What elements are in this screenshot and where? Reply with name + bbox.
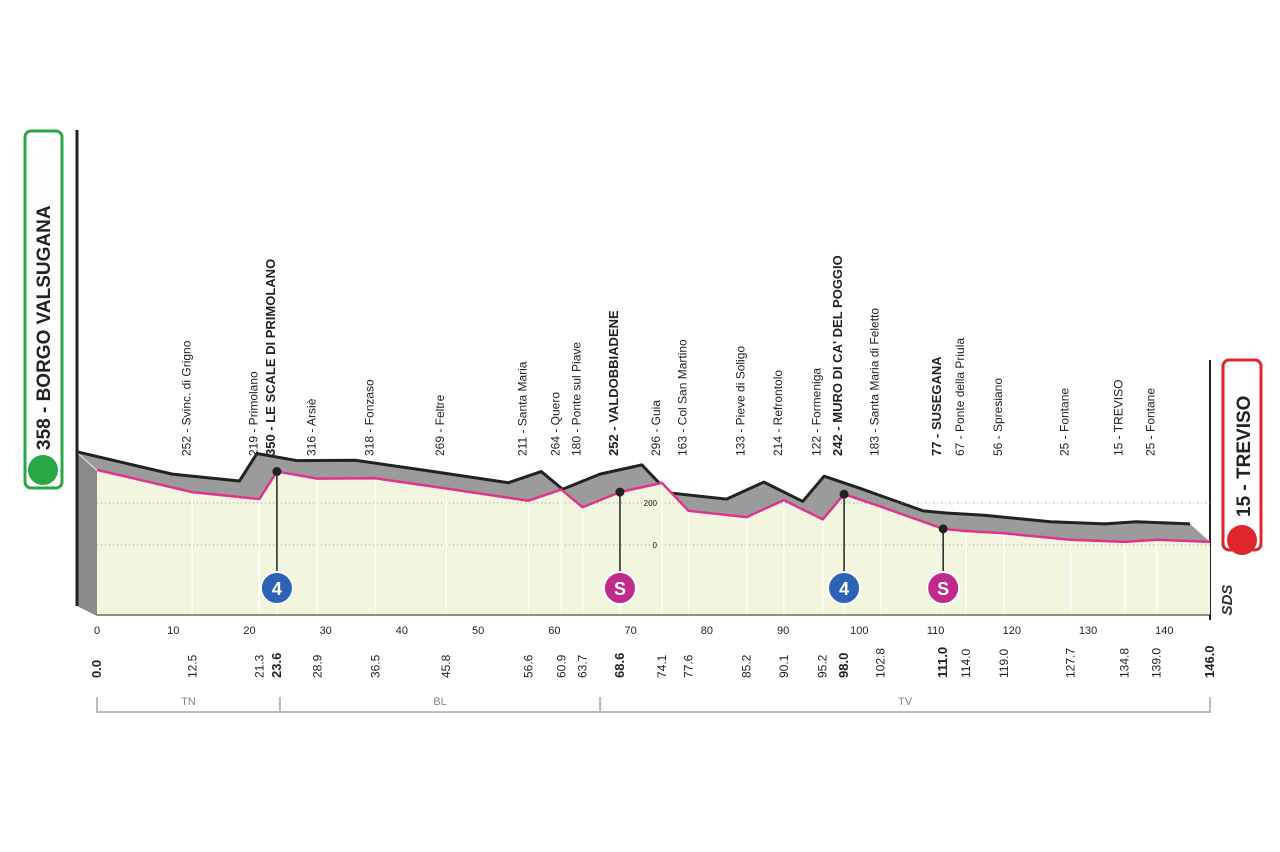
- km-label: 95.2: [816, 654, 830, 678]
- waypoint-label: 183 - Santa Maria di Feletto: [868, 308, 882, 456]
- waypoint-label: 214 - Refrontolo: [771, 370, 785, 456]
- waypoint-label: 252 - VALDOBBIADENE: [606, 310, 621, 456]
- region-label: TN: [181, 696, 196, 708]
- waypoint-label: 56 - Spresiano: [991, 378, 1005, 456]
- km-label: 23.6: [269, 653, 284, 678]
- km-label: 21.3: [252, 654, 266, 678]
- x-tick-label: 0: [94, 625, 100, 637]
- y-tick-label: 200: [644, 499, 658, 508]
- waypoint-label: 252 - Svinc. di Grigno: [179, 340, 193, 456]
- elevation-line: [96, 468, 1211, 544]
- waypoint-label: 219 - Primolano: [246, 371, 260, 456]
- x-tick-label: 100: [850, 625, 868, 637]
- marker-dot: [615, 487, 625, 497]
- km-label: 12.5: [185, 654, 199, 678]
- km-label: 127.7: [1063, 648, 1077, 678]
- km-label: 28.9: [310, 654, 324, 678]
- region-label: TV: [898, 696, 913, 708]
- region-bracket: [599, 697, 1211, 713]
- x-tick-label: 80: [701, 625, 713, 637]
- waypoint-label: 67 - Ponte della Priula: [953, 338, 967, 456]
- relief: [77, 451, 1210, 542]
- waypoint-label: 25 - Fontane: [1144, 388, 1158, 456]
- marker-dot: [272, 467, 282, 477]
- start-wall: [77, 453, 97, 616]
- km-label: 68.6: [612, 653, 627, 678]
- km-label: 63.7: [576, 654, 590, 678]
- km-label: 119.0: [997, 649, 1011, 678]
- km-label: 60.9: [554, 654, 568, 678]
- marker-label: 4: [839, 579, 849, 599]
- x-tick-label: 70: [625, 625, 637, 637]
- waypoint-label: 180 - Ponte sul Piave: [570, 342, 584, 456]
- km-label: 111.0: [935, 647, 950, 678]
- km-label: 139.0: [1150, 648, 1164, 678]
- waypoint-label: 211 - Santa Maria: [515, 361, 529, 456]
- waypoint-label: 133 - Pieve di Soligo: [734, 346, 748, 456]
- y-tick-label: 0: [653, 541, 658, 550]
- x-tick-label: 40: [396, 625, 408, 637]
- sprint-marker: [602, 571, 637, 605]
- waypoint-label: 77 - SUSEGANA: [929, 356, 944, 456]
- waypoint-label: 318 - Fonzaso: [362, 379, 376, 456]
- km-label: 114.0: [959, 649, 973, 678]
- logo: SDS: [1219, 585, 1236, 616]
- waypoint-label: 350 - LE SCALE DI PRIMOLANO: [263, 259, 278, 456]
- start-icon: [28, 455, 58, 485]
- km-label: 102.8: [874, 648, 888, 678]
- km-label: 36.5: [368, 654, 382, 678]
- x-tick-label: 60: [548, 625, 560, 637]
- start-label: 358 - BORGO VALSUGANA: [34, 205, 55, 450]
- waypoint-label: 296 - Guia: [649, 400, 663, 456]
- waypoint-label: 269 - Feltre: [433, 394, 447, 456]
- km-label: 98.0: [836, 653, 851, 678]
- region-label: BL: [433, 696, 446, 708]
- start-box: [23, 129, 64, 490]
- km-label: 56.6: [521, 654, 535, 678]
- waypoint-label: 242 - MURO DI CA' DEL POGGIO: [830, 255, 845, 456]
- waypoint-label: 264 - Quero: [548, 392, 562, 456]
- waypoint-label: 122 - Formeniga: [810, 368, 824, 456]
- sprint-marker: [926, 571, 961, 605]
- x-tick-label: 130: [1079, 625, 1097, 637]
- marker-dot: [938, 524, 948, 534]
- marker-dot: [839, 489, 849, 499]
- waypoint-label: 15 - TREVISO: [1112, 380, 1126, 456]
- km-label: 77.6: [682, 654, 696, 678]
- x-tick-label: 50: [472, 625, 484, 637]
- marker-label: 4: [272, 579, 282, 599]
- x-tick-label: 110: [927, 625, 945, 637]
- waypoint-label: 163 - Col San Martino: [676, 339, 690, 456]
- km-label: 85.2: [740, 654, 754, 678]
- x-tick-label: 120: [1003, 625, 1021, 637]
- x-tick-label: 10: [167, 625, 179, 637]
- x-tick-label: 140: [1155, 625, 1173, 637]
- x-tick-label: 30: [320, 625, 332, 637]
- km-label: 146.0: [1202, 645, 1217, 678]
- waypoint-label: 25 - Fontane: [1057, 388, 1071, 456]
- waypoint-label: 316 - Arsiè: [304, 398, 318, 456]
- kom-marker: [259, 571, 294, 605]
- finish-label: 15 - TREVISO: [1234, 396, 1255, 517]
- km-label: 90.1: [777, 654, 791, 678]
- finish-icon: [1227, 525, 1257, 555]
- x-tick-label: 20: [243, 625, 255, 637]
- km-label: 74.1: [655, 654, 669, 678]
- x-tick-label: 90: [777, 625, 789, 637]
- kom-marker: [827, 571, 862, 605]
- km-label: 45.8: [439, 654, 453, 678]
- marker-label: S: [937, 579, 949, 599]
- marker-label: S: [614, 579, 626, 599]
- km-label: 134.8: [1118, 648, 1132, 678]
- km-label: 0.0: [89, 660, 104, 678]
